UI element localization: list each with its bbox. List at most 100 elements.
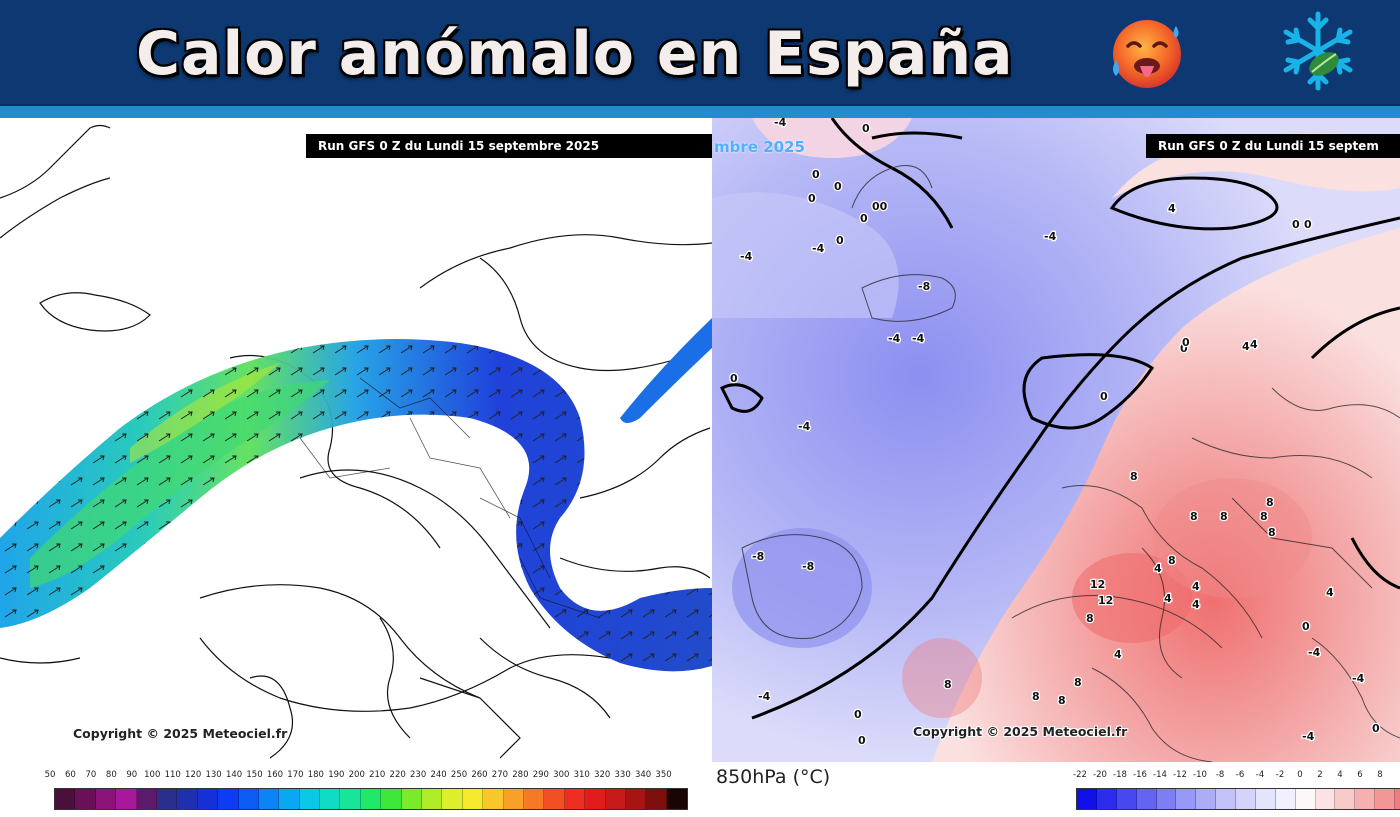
legend-swatch xyxy=(523,789,545,809)
legend-swatch xyxy=(218,789,239,809)
wind-speed-color-bar xyxy=(54,788,688,810)
legend-tick-label: 270 xyxy=(491,770,509,780)
contour-label: 8 xyxy=(1032,690,1040,703)
legend-tick-label: 290 xyxy=(532,770,549,780)
legend-tick-label: 100 xyxy=(144,770,161,780)
legend-swatch xyxy=(462,789,484,809)
legend-tick-label: 200 xyxy=(348,770,365,780)
contour-label: 8 xyxy=(1266,496,1274,509)
contour-label: 4 xyxy=(1168,202,1176,215)
legend-tick-label: 150 xyxy=(246,770,263,780)
contour-label: 0 xyxy=(1304,218,1312,231)
contour-label: 4 xyxy=(1192,580,1200,593)
legend-swatch xyxy=(1196,789,1217,809)
contour-label: 4 xyxy=(1154,562,1162,575)
contour-label: 0 xyxy=(860,212,868,225)
legend-tick-label: 210 xyxy=(369,770,386,780)
contour-label: 8 xyxy=(1130,470,1138,483)
contour-label: -4 xyxy=(812,242,825,255)
legend-swatch xyxy=(1355,789,1376,809)
contour-label: 8 xyxy=(1260,510,1268,523)
legend-swatch xyxy=(258,789,280,809)
contour-label: 4 xyxy=(1168,202,1176,215)
legend-swatch xyxy=(1255,789,1276,809)
contour-label: 0 xyxy=(1100,390,1108,403)
legend-swatch xyxy=(1176,789,1197,809)
legend-tick-label: -16 xyxy=(1133,770,1147,780)
contour-label: 0 xyxy=(836,234,844,247)
contour-label: -4 xyxy=(1044,230,1057,243)
legend-tick-label: 160 xyxy=(266,770,284,780)
legend-tick-label: -4 xyxy=(1255,770,1265,780)
legend-tick-label: 120 xyxy=(185,770,202,780)
legend-tick-label: 8 xyxy=(1377,770,1383,780)
legend-tick-label: -22 xyxy=(1073,770,1087,780)
contour-label: -4 xyxy=(774,118,787,129)
contour-label: 0 xyxy=(1180,342,1188,355)
legend-tick-label: -20 xyxy=(1093,770,1107,780)
legend-tick-label: 330 xyxy=(614,770,631,780)
contour-label: 8 xyxy=(1190,510,1198,523)
legend-swatch xyxy=(483,789,504,809)
legend-tick-label: -14 xyxy=(1153,770,1167,780)
legend-swatch xyxy=(1136,789,1157,809)
legend-tick-label: 280 xyxy=(512,770,529,780)
temperature-color-bar xyxy=(1076,788,1400,810)
legend-swatch xyxy=(381,789,402,809)
contour-label: 0 xyxy=(1182,336,1190,349)
legend-tick-label: 260 xyxy=(471,770,488,780)
legend-swatch xyxy=(625,789,647,809)
legend-tick-label: 70 xyxy=(85,770,97,780)
contour-label: -4 xyxy=(912,332,925,345)
legend-swatch xyxy=(116,789,137,809)
snowflake-leaf-logo-icon xyxy=(1283,11,1353,91)
contour-label: 0 xyxy=(1292,218,1300,231)
contour-label: -4 xyxy=(888,332,901,345)
legend-tick-label: -10 xyxy=(1193,770,1207,780)
legend-tick-label: 350 xyxy=(655,770,672,780)
legend-tick-label: 180 xyxy=(307,770,324,780)
contour-label: 8 xyxy=(1220,510,1228,523)
page-title: Calor anómalo en España xyxy=(136,19,1014,89)
right-map-temperature-anomaly: -4 0 0 0 0 00 0 0 4 -4 -8 -4 -4 -4 0 -4 -4 0 -8 -8 -4 0 4 0 0 4 0 4… xyxy=(712,118,1400,762)
legend-swatch xyxy=(585,789,606,809)
legend-swatch xyxy=(238,789,259,809)
legend-swatch xyxy=(605,789,626,809)
contour-label: 4 xyxy=(1250,338,1258,351)
legend-tick-label: 110 xyxy=(164,770,181,780)
left-map-jetstream: Run GFS 0 Z du Lundi 15 septembre 2025 C… xyxy=(0,118,712,762)
legend-tick-label: -18 xyxy=(1113,770,1127,780)
contour-label: 8 xyxy=(1268,526,1276,539)
legend-tick-label: 50 xyxy=(44,770,56,780)
legend-tick-label: 140 xyxy=(225,770,243,780)
legend-swatch xyxy=(666,789,688,809)
contour-label: 4 xyxy=(1114,648,1122,661)
contour-label: -4 xyxy=(1352,672,1365,685)
contour-label: 4 xyxy=(1164,592,1172,605)
contour-label: 0 xyxy=(862,122,870,135)
legend-tick-label: 80 xyxy=(105,770,117,780)
jetstream-map-graphic xyxy=(0,124,712,759)
legend-swatch xyxy=(197,789,219,809)
legend-swatch xyxy=(156,789,178,809)
legend-tick-label: 60 xyxy=(65,770,76,780)
legend-swatch xyxy=(503,789,524,809)
legend-tick-label: 190 xyxy=(328,770,345,780)
contour-label: -4 xyxy=(1308,646,1321,659)
legend-tick-label: 220 xyxy=(389,770,406,780)
legend-tick-label: 4 xyxy=(1337,770,1343,780)
legend-swatch xyxy=(1116,789,1137,809)
legend-swatch xyxy=(299,789,321,809)
copyright-label: Copyright © 2025 Meteociel.fr xyxy=(73,726,288,741)
legend-swatch xyxy=(75,789,96,809)
legend-swatch xyxy=(544,789,565,809)
legend-tick-label: -6 xyxy=(1235,770,1245,780)
contour-label: 8 xyxy=(1168,554,1176,567)
legend-swatch xyxy=(1275,789,1296,809)
legend-swatch xyxy=(1077,789,1097,809)
legend-tick-label: -8 xyxy=(1215,770,1225,780)
temperature-legend: -22 -20 -18 -16 -14 -12 -10 -8 -6 -4 -2 0 2 4 6 8 xyxy=(1070,770,1400,814)
contour-label: 0 xyxy=(812,168,820,181)
